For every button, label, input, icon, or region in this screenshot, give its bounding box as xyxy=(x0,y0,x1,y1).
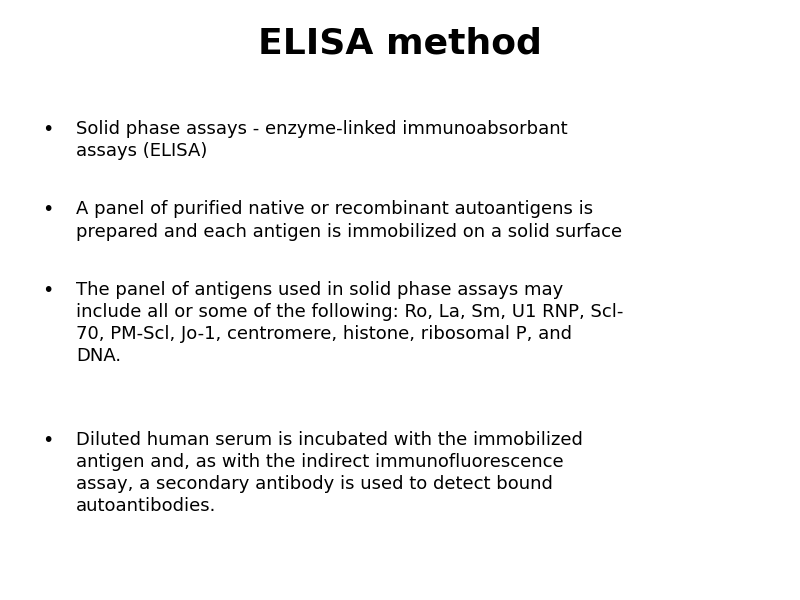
Text: ELISA method: ELISA method xyxy=(258,27,542,61)
Text: A panel of purified native or recombinant autoantigens is
prepared and each anti: A panel of purified native or recombinan… xyxy=(76,200,622,241)
Text: •: • xyxy=(42,281,54,300)
Text: Solid phase assays - enzyme-linked immunoabsorbant
assays (ELISA): Solid phase assays - enzyme-linked immun… xyxy=(76,120,568,160)
Text: •: • xyxy=(42,431,54,450)
Text: •: • xyxy=(42,120,54,139)
Text: •: • xyxy=(42,200,54,220)
Text: The panel of antigens used in solid phase assays may
include all or some of the : The panel of antigens used in solid phas… xyxy=(76,281,623,365)
Text: Diluted human serum is incubated with the immobilized
antigen and, as with the i: Diluted human serum is incubated with th… xyxy=(76,431,583,515)
